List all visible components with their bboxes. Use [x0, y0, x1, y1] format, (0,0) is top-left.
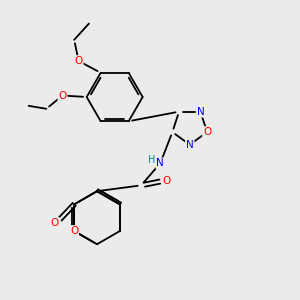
Text: O: O	[51, 218, 59, 228]
Text: O: O	[70, 226, 78, 236]
Text: H: H	[148, 155, 156, 165]
Text: N: N	[156, 158, 164, 168]
Text: O: O	[163, 176, 171, 186]
Text: O: O	[74, 56, 83, 66]
Text: O: O	[203, 127, 211, 137]
Text: N: N	[196, 107, 204, 117]
Text: O: O	[58, 91, 67, 100]
Text: N: N	[186, 140, 194, 150]
